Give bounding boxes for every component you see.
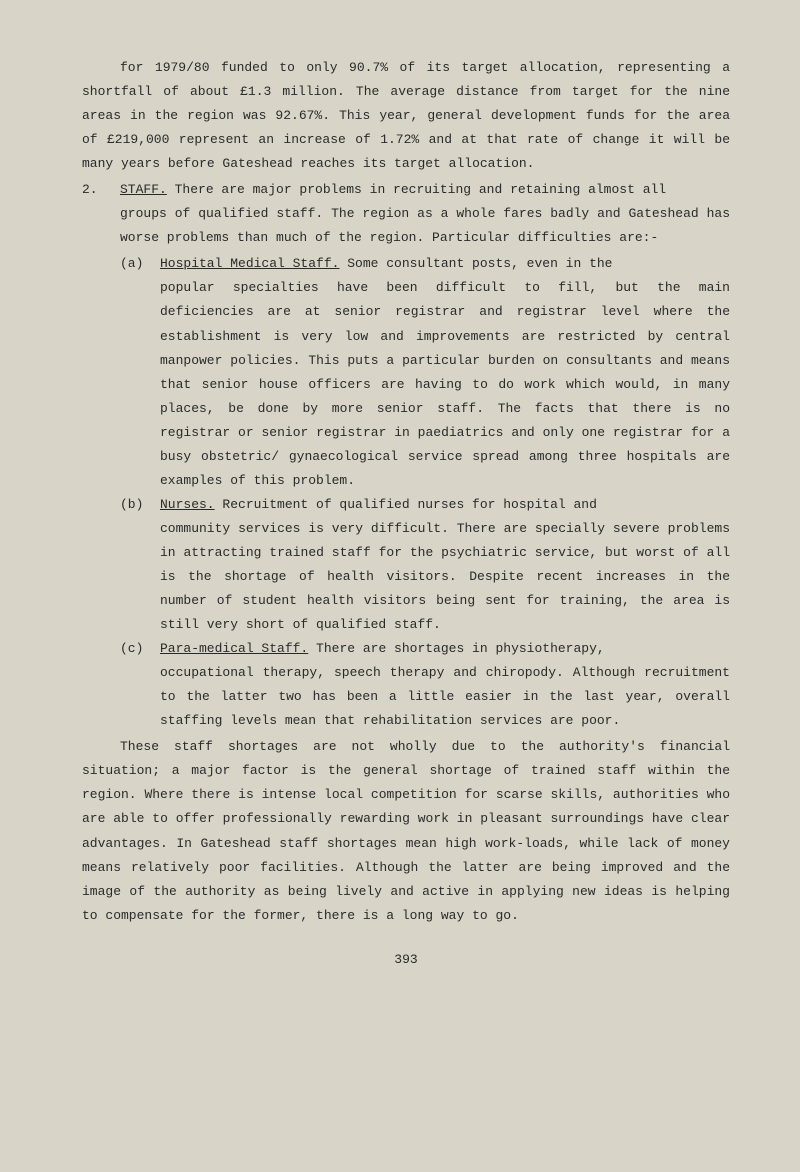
sub-b-heading: Nurses.: [160, 497, 215, 512]
item-2-continuation: groups of qualified staff. The region as…: [120, 202, 730, 250]
sub-c-label: (c): [120, 637, 160, 661]
sub-c-first-line: (c) Para-medical Staff. There are shorta…: [120, 637, 730, 661]
sub-b-line1-rest: Recruitment of qualified nurses for hosp…: [215, 497, 597, 512]
paragraph-final: These staff shortages are not wholly due…: [82, 735, 730, 927]
page-number: 393: [82, 948, 730, 972]
sub-c-continuation: occupational therapy, speech therapy and…: [160, 661, 730, 733]
sub-c-body: Para-medical Staff. There are shortages …: [160, 637, 730, 661]
item-2-number: 2.: [82, 178, 120, 202]
document-page: for 1979/80 funded to only 90.7% of its …: [0, 0, 800, 1012]
sub-a-line1-rest: Some consultant posts, even in the: [339, 256, 612, 271]
sub-b-first-line: (b) Nurses. Recruitment of qualified nur…: [120, 493, 730, 517]
item-2-heading: STAFF.: [120, 182, 167, 197]
sub-c-heading: Para-medical Staff.: [160, 641, 308, 656]
item-2-first-line: 2. STAFF. There are major problems in re…: [82, 178, 730, 202]
paragraph-intro: for 1979/80 funded to only 90.7% of its …: [82, 56, 730, 176]
sub-c-line1-rest: There are shortages in physiotherapy,: [308, 641, 604, 656]
item-2-body: STAFF. There are major problems in recru…: [120, 178, 730, 202]
item-2-line1-rest: There are major problems in recruiting a…: [167, 182, 666, 197]
sub-a-continuation: popular specialties have been difficult …: [160, 276, 730, 492]
sub-b-continuation: community services is very difficult. Th…: [160, 517, 730, 637]
sub-a-heading: Hospital Medical Staff.: [160, 256, 339, 271]
sub-a-first-line: (a) Hospital Medical Staff. Some consult…: [120, 252, 730, 276]
sub-a-body: Hospital Medical Staff. Some consultant …: [160, 252, 730, 276]
sub-b-body: Nurses. Recruitment of qualified nurses …: [160, 493, 730, 517]
sub-b-label: (b): [120, 493, 160, 517]
sub-a-label: (a): [120, 252, 160, 276]
